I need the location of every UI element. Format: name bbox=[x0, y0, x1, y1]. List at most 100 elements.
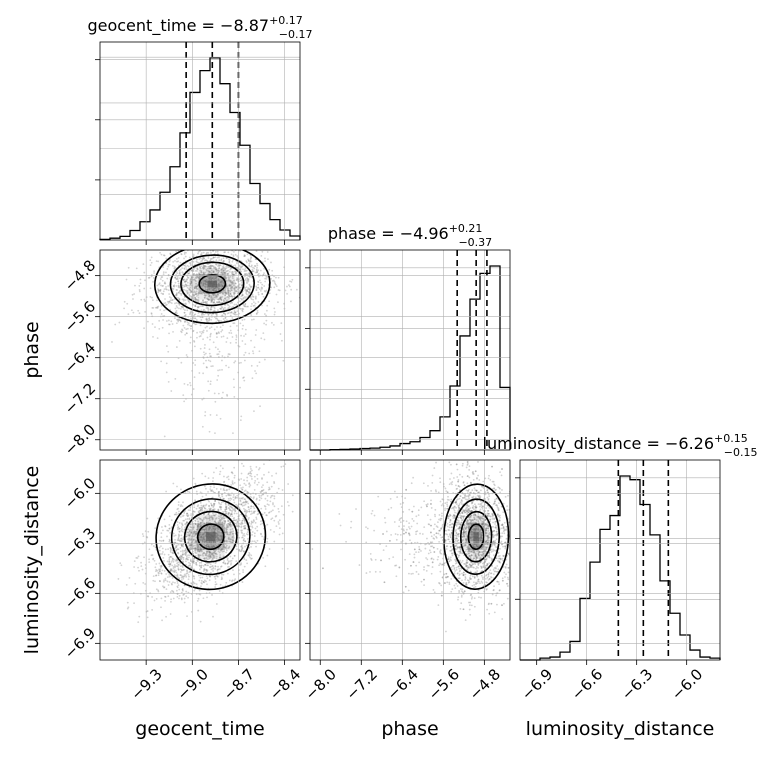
pair-geocent_time-luminosity_distance-point bbox=[212, 552, 215, 555]
pair-geocent_time-phase-point bbox=[239, 277, 242, 279]
pair-geocent_time-luminosity_distance-point bbox=[162, 551, 164, 553]
pair-geocent_time-luminosity_distance-point bbox=[282, 465, 285, 468]
pair-geocent_time-phase-point bbox=[224, 272, 227, 275]
pair-geocent_time-luminosity_distance-point bbox=[163, 586, 166, 588]
pair-geocent_time-luminosity_distance-point bbox=[199, 549, 202, 551]
pair-geocent_time-phase-point bbox=[189, 312, 192, 314]
pair-phase-luminosity_distance-point bbox=[459, 523, 462, 526]
pair-geocent_time-luminosity_distance-point bbox=[184, 509, 187, 512]
pair-geocent_time-phase-point bbox=[206, 320, 209, 323]
pair-phase-luminosity_distance-point bbox=[467, 548, 469, 550]
pair-geocent_time-luminosity_distance-point bbox=[189, 544, 192, 547]
pair-geocent_time-luminosity_distance-point bbox=[197, 549, 200, 551]
pair-geocent_time-luminosity_distance-point bbox=[184, 549, 187, 552]
pair-geocent_time-luminosity_distance-point bbox=[213, 502, 215, 505]
pair-geocent_time-phase-point bbox=[239, 286, 242, 289]
pair-geocent_time-luminosity_distance-point bbox=[271, 517, 274, 520]
pair-geocent_time-phase-point bbox=[225, 292, 228, 295]
pair-geocent_time-luminosity_distance-point bbox=[232, 532, 235, 535]
pair-geocent_time-luminosity_distance-point bbox=[241, 532, 244, 535]
pair-geocent_time-luminosity_distance-point bbox=[262, 557, 265, 559]
pair-geocent_time-luminosity_distance-point bbox=[214, 520, 217, 523]
pair-geocent_time-phase-point bbox=[226, 303, 229, 306]
pair-geocent_time-luminosity_distance-point bbox=[181, 576, 184, 579]
pair-geocent_time-phase-point bbox=[192, 297, 195, 300]
pair-geocent_time-luminosity_distance-point bbox=[249, 484, 252, 487]
pair-geocent_time-luminosity_distance-point bbox=[182, 553, 184, 556]
pair-phase-luminosity_distance-point bbox=[482, 544, 485, 547]
pair-geocent_time-luminosity_distance-point bbox=[117, 578, 120, 580]
pair-geocent_time-luminosity_distance-point bbox=[148, 548, 151, 551]
pair-geocent_time-phase-point bbox=[227, 279, 230, 282]
pair-geocent_time-phase-point bbox=[247, 258, 250, 261]
pair-geocent_time-phase-point bbox=[265, 276, 268, 278]
pair-geocent_time-phase-point bbox=[210, 265, 212, 268]
pair-geocent_time-phase-point bbox=[203, 294, 206, 297]
pair-geocent_time-luminosity_distance-point bbox=[177, 551, 179, 554]
pair-geocent_time-phase-point bbox=[261, 292, 264, 295]
pair-geocent_time-phase-point bbox=[176, 318, 179, 321]
pair-geocent_time-luminosity_distance-point bbox=[190, 538, 192, 541]
pair-geocent_time-phase-point bbox=[243, 268, 246, 271]
pair-geocent_time-phase-point bbox=[194, 298, 197, 301]
pair-geocent_time-phase-point bbox=[199, 275, 201, 278]
pair-geocent_time-luminosity_distance-point bbox=[192, 477, 195, 480]
pair-geocent_time-phase-point bbox=[250, 339, 252, 342]
pair-phase-luminosity_distance-point bbox=[478, 479, 481, 481]
pair-geocent_time-luminosity_distance-point bbox=[218, 494, 221, 497]
pair-phase-luminosity_distance-point bbox=[462, 571, 465, 574]
pair-geocent_time-phase-point bbox=[233, 293, 235, 295]
pair-geocent_time-luminosity_distance-point bbox=[217, 527, 220, 530]
pair-geocent_time-phase-point bbox=[206, 259, 208, 262]
pair-geocent_time-luminosity_distance-point bbox=[217, 517, 220, 520]
pair-geocent_time-phase-point bbox=[196, 300, 199, 303]
pair-geocent_time-luminosity_distance-contour-3 bbox=[155, 483, 267, 591]
pair-geocent_time-luminosity_distance-point bbox=[193, 547, 196, 550]
pair-geocent_time-phase-point bbox=[176, 289, 179, 291]
pair-geocent_time-luminosity_distance-point bbox=[231, 541, 234, 544]
pair-geocent_time-phase-point bbox=[287, 284, 290, 286]
pair-geocent_time-phase-point bbox=[195, 298, 198, 301]
pair-geocent_time-phase-point bbox=[159, 288, 162, 291]
pair-geocent_time-luminosity_distance-point bbox=[177, 527, 179, 529]
pair-phase-luminosity_distance-point bbox=[440, 527, 443, 530]
pair-geocent_time-luminosity_distance-point bbox=[120, 564, 123, 567]
pair-geocent_time-luminosity_distance-point bbox=[192, 575, 195, 577]
pair-geocent_time-phase-point bbox=[206, 303, 209, 305]
pair-phase-luminosity_distance-point bbox=[446, 525, 449, 528]
pair-geocent_time-luminosity_distance-point bbox=[263, 463, 265, 466]
pair-geocent_time-luminosity_distance-point bbox=[203, 568, 206, 571]
pair-geocent_time-luminosity_distance-point bbox=[223, 550, 225, 553]
pair-geocent_time-phase-point bbox=[184, 280, 187, 283]
pair-geocent_time-phase-point bbox=[207, 308, 210, 311]
pair-geocent_time-phase-point bbox=[234, 285, 237, 288]
pair-geocent_time-luminosity_distance-point bbox=[214, 550, 217, 552]
pair-geocent_time-luminosity_distance-point bbox=[192, 526, 195, 529]
pair-geocent_time-luminosity_distance-point bbox=[197, 504, 200, 507]
pair-geocent_time-phase-point bbox=[225, 300, 228, 303]
pair-geocent_time-phase-point bbox=[203, 273, 206, 276]
pair-geocent_time-phase-point bbox=[222, 266, 225, 269]
pair-geocent_time-luminosity_distance-point bbox=[261, 489, 264, 492]
pair-geocent_time-luminosity_distance-point bbox=[208, 500, 211, 503]
pair-geocent_time-phase-point bbox=[225, 319, 228, 321]
pair-geocent_time-luminosity_distance-point bbox=[213, 575, 216, 578]
pair-geocent_time-phase-point bbox=[182, 302, 185, 305]
pair-geocent_time-phase-point bbox=[221, 271, 224, 274]
pair-geocent_time-phase-point bbox=[194, 293, 197, 296]
pair-geocent_time-phase-point bbox=[244, 303, 247, 306]
pair-geocent_time-luminosity_distance-point bbox=[246, 510, 249, 513]
pair-geocent_time-luminosity_distance-point bbox=[223, 527, 226, 529]
pair-geocent_time-phase-point bbox=[235, 336, 238, 338]
pair-geocent_time-luminosity_distance-point bbox=[220, 523, 223, 525]
pair-geocent_time-phase-point bbox=[194, 313, 197, 316]
pair-geocent_time-luminosity_distance-point bbox=[186, 572, 189, 575]
pair-geocent_time-luminosity_distance-point bbox=[273, 495, 276, 498]
pair-geocent_time-luminosity_distance-point bbox=[193, 511, 196, 513]
pair-geocent_time-phase-point bbox=[243, 335, 245, 337]
pair-geocent_time-luminosity_distance-point bbox=[177, 563, 180, 566]
pair-geocent_time-luminosity_distance-point bbox=[231, 527, 234, 530]
pair-geocent_time-phase-point bbox=[250, 256, 252, 258]
pair-geocent_time-phase-point bbox=[168, 323, 171, 326]
pair-phase-luminosity_distance-point bbox=[487, 536, 490, 539]
